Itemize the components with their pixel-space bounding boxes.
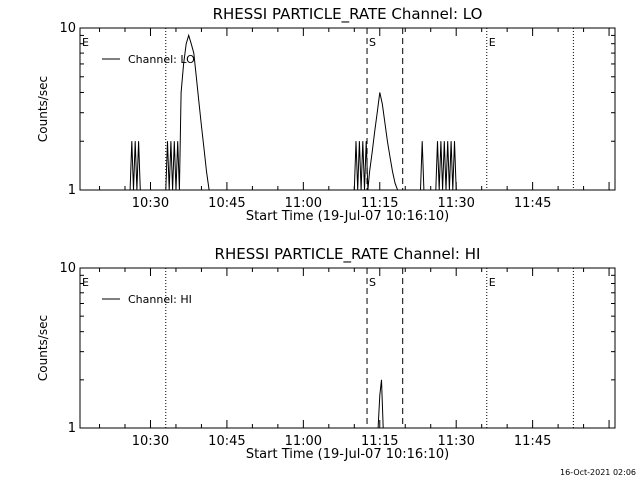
x-tick-label: 10:30 bbox=[132, 434, 169, 449]
x-tick-label: 11:45 bbox=[514, 196, 551, 211]
footer-timestamp: 16-Oct-2021 02:06 bbox=[560, 468, 636, 477]
x-tick-label: 10:45 bbox=[208, 434, 245, 449]
chart-panel-1: RHESSI PARTICLE_RATE Channel: LO 10:30 10:… bbox=[36, 5, 616, 224]
x-axis-label: Start Time (19-Jul-07 10:16:10) bbox=[246, 209, 449, 224]
plot-frame bbox=[79, 267, 616, 429]
chart-panel-2: RHESSI PARTICLE_RATE Channel: HI 10:30 10:… bbox=[36, 245, 616, 462]
y-tick-label: 10 bbox=[59, 261, 76, 276]
x-tick-label: 11:15 bbox=[361, 196, 398, 211]
event-marker-label: S bbox=[369, 36, 376, 49]
y-axis-label: Counts/sec bbox=[36, 315, 50, 381]
series-line bbox=[129, 33, 458, 191]
x-tick-label: 11:45 bbox=[514, 434, 551, 449]
legend-label: Channel: HI bbox=[128, 293, 192, 306]
event-marker-label: E bbox=[489, 36, 496, 49]
event-marker-label: E bbox=[82, 276, 89, 289]
series-line bbox=[377, 379, 385, 429]
x-tick-label: 10:45 bbox=[208, 196, 245, 211]
x-tick-label: 11:15 bbox=[361, 434, 398, 449]
x-axis-label: Start Time (19-Jul-07 10:16:10) bbox=[246, 447, 449, 462]
y-tick-label: 10 bbox=[59, 21, 76, 36]
x-tick-label: 10:30 bbox=[132, 196, 169, 211]
x-tick-label: 11:30 bbox=[437, 434, 474, 449]
x-tick-label: 11:30 bbox=[437, 196, 474, 211]
x-tick-label: 11:00 bbox=[285, 434, 322, 449]
event-marker-label: S bbox=[369, 276, 376, 289]
event-marker-label: E bbox=[82, 36, 89, 49]
y-axis-label: Counts/sec bbox=[36, 76, 50, 142]
chart-title: RHESSI PARTICLE_RATE Channel: HI bbox=[215, 245, 481, 264]
x-tick-label: 11:00 bbox=[285, 196, 322, 211]
y-tick-label: 1 bbox=[68, 421, 76, 436]
legend-label: Channel: LO bbox=[128, 53, 195, 66]
y-tick-label: 1 bbox=[68, 183, 76, 198]
event-marker-label: E bbox=[489, 276, 496, 289]
chart-title: RHESSI PARTICLE_RATE Channel: LO bbox=[213, 5, 483, 24]
